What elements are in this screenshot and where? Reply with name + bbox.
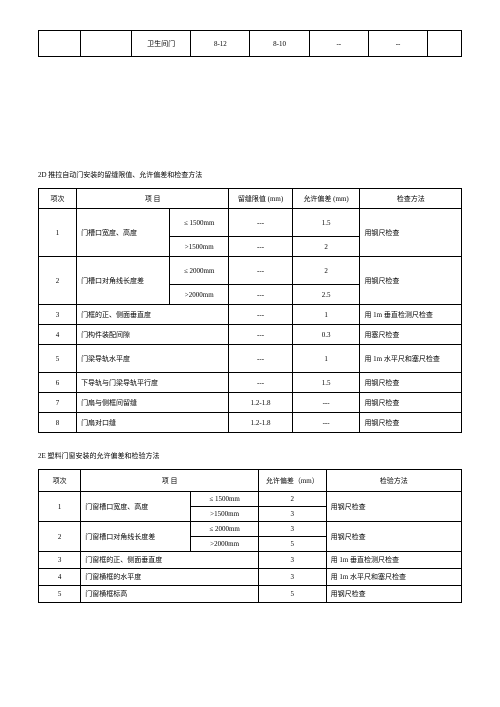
cell-method: 用钢尺检查 (360, 257, 462, 305)
cell-val: 8-10 (250, 31, 309, 57)
cell-item: 门梁导轨水平度 (77, 345, 229, 373)
cell-sub: ≤ 2000mm (170, 257, 229, 285)
top-fragment-table: 卫生间门 8-12 8-10 -- -- (38, 30, 462, 57)
cell-sub: ≤ 1500mm (191, 492, 259, 507)
cell-empty (428, 31, 462, 57)
section-2d-title: 2D 推拉自动门安装的留缝限值、允许偏差和检查方法 (38, 170, 462, 180)
cell-item: 门窗横框标高 (81, 586, 259, 603)
cell-num: 3 (39, 305, 77, 325)
cell-method: 用 1m 水平尺和塞尺检查 (326, 569, 461, 586)
th-method: 检验方法 (326, 470, 461, 492)
cell-dev: 3 (258, 522, 326, 537)
cell-gap: --- (229, 209, 292, 237)
cell-num: 1 (39, 209, 77, 257)
cell-method: 用钢尺检查 (326, 522, 461, 552)
cell-sub: >2000mm (170, 285, 229, 305)
cell-num: 4 (39, 569, 81, 586)
cell-gap: --- (229, 325, 292, 345)
cell-dev: 2 (258, 492, 326, 507)
cell-dev: --- (292, 393, 360, 413)
th-gap: 留缝限值 (mm) (229, 189, 292, 209)
cell-dev: 2.5 (292, 285, 360, 305)
cell-method: 用钢尺检查 (360, 413, 462, 433)
cell-item: 门扇对口缝 (77, 413, 229, 433)
cell-gap: --- (229, 285, 292, 305)
cell-method: 用钢尺检查 (360, 393, 462, 413)
cell-val: -- (309, 31, 368, 57)
cell-num: 3 (39, 552, 81, 569)
cell-method: 用 1m 垂直检测尺检查 (326, 552, 461, 569)
cell-item: 门槽口宽度、高度 (77, 209, 170, 257)
cell-label: 卫生间门 (132, 31, 191, 57)
table-2e: 项次 项 目 允许偏差（mm） 检验方法 1 门窗槽口宽度、高度 ≤ 1500m… (38, 469, 462, 603)
cell-method: 用 1m 垂直检测尺检查 (360, 305, 462, 325)
cell-sub: >1500mm (170, 237, 229, 257)
cell-method: 用钢尺检查 (360, 373, 462, 393)
cell-gap: --- (229, 257, 292, 285)
cell-dev: 2 (292, 237, 360, 257)
cell-gap: --- (229, 305, 292, 325)
th-dev: 允许偏差（mm） (258, 470, 326, 492)
cell-num: 2 (39, 522, 81, 552)
cell-num: 6 (39, 373, 77, 393)
cell-item: 门槽口对角线长度差 (77, 257, 170, 305)
th-dev: 允许偏差 (mm) (292, 189, 360, 209)
cell-sub: ≤ 1500mm (170, 209, 229, 237)
cell-empty (39, 31, 81, 57)
cell-dev: 3 (258, 552, 326, 569)
cell-method: 用钢尺检查 (326, 492, 461, 522)
cell-gap: 1.2-1.8 (229, 393, 292, 413)
cell-num: 5 (39, 586, 81, 603)
th-item: 项 目 (81, 470, 259, 492)
cell-dev: 1.5 (292, 209, 360, 237)
cell-empty (81, 31, 132, 57)
cell-method: 用 1m 水平尺和塞尺检查 (360, 345, 462, 373)
cell-num: 8 (39, 413, 77, 433)
th-num: 项次 (39, 189, 77, 209)
cell-sub: >1500mm (191, 507, 259, 522)
cell-gap: --- (229, 345, 292, 373)
cell-method: 用钢尺检查 (326, 586, 461, 603)
cell-gap: --- (229, 237, 292, 257)
cell-num: 2 (39, 257, 77, 305)
section-2e-title: 2E 塑料门窗安装的允许偏差和检验方法 (38, 451, 462, 461)
cell-item: 门窗槽口宽度、高度 (81, 492, 191, 522)
cell-method: 用钢尺检查 (360, 209, 462, 257)
cell-sub: >2000mm (191, 537, 259, 552)
cell-dev: 0.3 (292, 325, 360, 345)
cell-dev: 5 (258, 586, 326, 603)
cell-num: 4 (39, 325, 77, 345)
th-item: 项 目 (77, 189, 229, 209)
cell-dev: 5 (258, 537, 326, 552)
th-method: 检查方法 (360, 189, 462, 209)
cell-num: 7 (39, 393, 77, 413)
cell-dev: 2 (292, 257, 360, 285)
cell-num: 1 (39, 492, 81, 522)
cell-gap: --- (229, 373, 292, 393)
table-2d: 项次 项 目 留缝限值 (mm) 允许偏差 (mm) 检查方法 1 门槽口宽度、… (38, 188, 462, 433)
cell-dev: 1 (292, 345, 360, 373)
cell-num: 5 (39, 345, 77, 373)
cell-sub: ≤ 2000mm (191, 522, 259, 537)
cell-item: 门框的正、侧面垂直度 (77, 305, 229, 325)
cell-dev: 3 (258, 507, 326, 522)
cell-method: 用塞尺检查 (360, 325, 462, 345)
cell-dev: 1 (292, 305, 360, 325)
cell-dev: 1.5 (292, 373, 360, 393)
cell-item: 门窗槽口对角线长度差 (81, 522, 191, 552)
cell-gap: 1.2-1.8 (229, 413, 292, 433)
cell-item: 门窗框的正、侧面垂直度 (81, 552, 259, 569)
cell-val: -- (368, 31, 427, 57)
th-num: 项次 (39, 470, 81, 492)
cell-item: 下导轨与门梁导轨平行度 (77, 373, 229, 393)
cell-item: 门扇与侧框间留缝 (77, 393, 229, 413)
cell-dev: --- (292, 413, 360, 433)
cell-val: 8-12 (191, 31, 250, 57)
cell-item: 门构件装配间隙 (77, 325, 229, 345)
cell-item: 门窗横框的水平度 (81, 569, 259, 586)
cell-dev: 3 (258, 569, 326, 586)
